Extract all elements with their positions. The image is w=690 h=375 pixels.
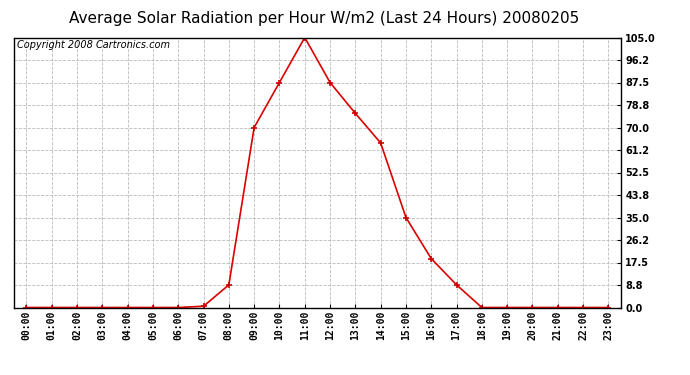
Text: Average Solar Radiation per Hour W/m2 (Last 24 Hours) 20080205: Average Solar Radiation per Hour W/m2 (L… [69,11,580,26]
Text: Copyright 2008 Cartronics.com: Copyright 2008 Cartronics.com [17,40,170,50]
